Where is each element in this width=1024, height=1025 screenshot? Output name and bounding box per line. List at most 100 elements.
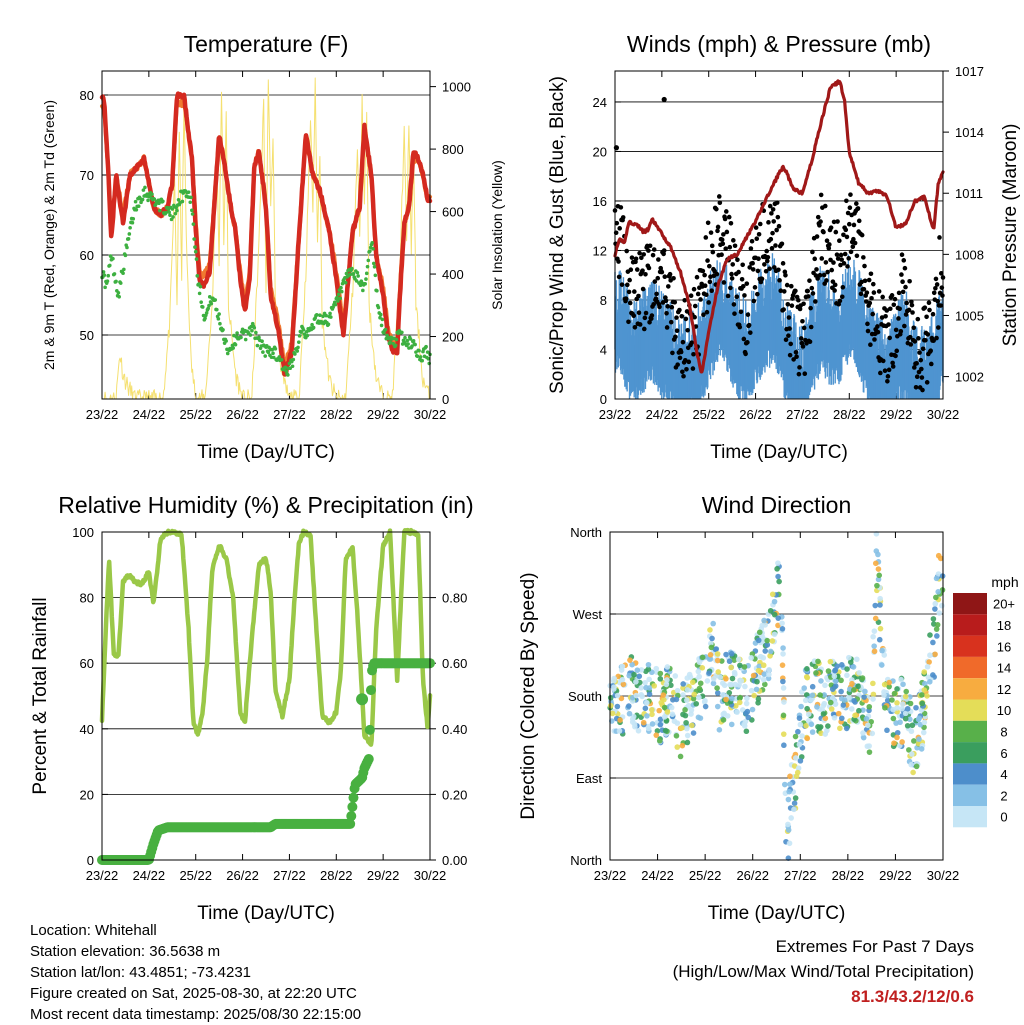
- direction-point: [863, 715, 870, 722]
- direction-point: [934, 621, 941, 628]
- pressure-series: [613, 79, 945, 374]
- direction-point: [838, 662, 845, 668]
- dewpoint-point: [123, 253, 128, 258]
- direction-point: [776, 578, 782, 585]
- dewpoint-point: [372, 265, 377, 269]
- legend-swatch: [953, 678, 987, 700]
- direction-point: [728, 650, 735, 657]
- gust-point: [846, 221, 852, 227]
- direction-point: [779, 626, 786, 632]
- direction-point: [721, 710, 728, 717]
- legend-label: 12: [997, 682, 1011, 697]
- y-tick-label: 20: [80, 787, 94, 802]
- direction-point: [876, 572, 883, 579]
- gust-point: [674, 328, 680, 333]
- direction-point: [629, 661, 635, 668]
- gust-point: [884, 308, 890, 313]
- direction-point: [673, 733, 680, 739]
- direction-point: [663, 681, 670, 688]
- direction-point: [871, 628, 878, 634]
- gust-point: [868, 271, 874, 277]
- dewpoint-point: [425, 350, 430, 354]
- dewpoint-point: [415, 354, 420, 359]
- gust-point: [826, 245, 832, 251]
- dewpoint-point: [203, 316, 207, 321]
- gust-point: [767, 203, 773, 209]
- direction-point: [710, 675, 717, 682]
- direction-point: [690, 695, 697, 702]
- gust-point: [933, 276, 939, 282]
- direction-point: [710, 680, 717, 687]
- gust-point: [824, 238, 830, 244]
- gust-point: [918, 357, 924, 363]
- gust-point: [627, 300, 633, 306]
- direction-point: [649, 707, 655, 713]
- dewpoint-point: [400, 330, 404, 335]
- direction-point: [933, 575, 940, 582]
- gust-point: [919, 375, 925, 380]
- dewpoint-point: [272, 355, 276, 360]
- gust-point: [824, 278, 829, 283]
- recent-timestamp: Most recent data timestamp: 2025/08/30 2…: [30, 1006, 362, 1023]
- direction-point: [866, 703, 873, 710]
- direction-point: [780, 651, 786, 657]
- direction-point: [715, 669, 722, 675]
- direction-point: [674, 744, 681, 750]
- direction-point: [633, 679, 639, 685]
- gust-point: [700, 268, 706, 274]
- x-tick-label: 26/22: [226, 407, 259, 422]
- direction-point: [656, 737, 663, 744]
- gust-point: [793, 288, 798, 294]
- dewpoint-point: [370, 240, 375, 245]
- dewpoint-point: [197, 282, 201, 286]
- precip-series: [97, 658, 435, 865]
- direction-point: [908, 728, 915, 735]
- direction-point: [808, 697, 814, 703]
- direction-point: [893, 720, 899, 726]
- gust-point: [640, 268, 645, 273]
- y-right-tick-label: 1000: [442, 80, 471, 95]
- gust-point: [628, 267, 634, 272]
- gust-point: [908, 342, 914, 347]
- direction-point: [859, 675, 866, 681]
- direction-point: [814, 704, 820, 710]
- y-right-tick-label: 400: [442, 267, 464, 282]
- legend-swatch: [953, 614, 987, 636]
- gust-point: [847, 205, 853, 211]
- gust-point: [800, 318, 805, 324]
- direction-point: [710, 620, 716, 627]
- direction-point: [829, 695, 836, 701]
- gust-point: [652, 279, 658, 284]
- direction-point: [775, 560, 781, 566]
- direction-point: [757, 653, 764, 660]
- direction-point: [935, 552, 942, 559]
- direction-point: [771, 611, 778, 618]
- gust-point: [789, 283, 794, 289]
- dewpoint-point: [189, 195, 193, 200]
- gust-point: [720, 241, 726, 247]
- direction-point: [607, 702, 614, 709]
- dewpoint-point: [364, 277, 368, 281]
- gust-point: [924, 314, 929, 320]
- dewpoint-point: [426, 357, 431, 361]
- y-tick-label: 50: [80, 328, 94, 343]
- direction-point: [822, 682, 828, 689]
- gust-point: [896, 290, 902, 296]
- x-tick-label: 30/22: [414, 868, 447, 883]
- gust-point: [786, 333, 791, 338]
- dewpoint-point: [130, 220, 135, 225]
- direction-point: [661, 704, 668, 711]
- dewpoint-point: [199, 300, 203, 304]
- direction-point: [838, 688, 844, 695]
- direction-point: [920, 729, 927, 736]
- y-right-tick-label: 0.60: [442, 656, 467, 671]
- dewpoint-point: [365, 264, 370, 269]
- gust-point: [689, 340, 695, 345]
- direction-point: [769, 591, 776, 598]
- dewpoint-point: [157, 208, 162, 213]
- gust-point: [706, 300, 712, 305]
- y-right-axis-label: Solar Insolation (Yellow): [489, 160, 505, 310]
- dewpoint-point: [380, 317, 385, 322]
- direction-point: [717, 674, 723, 681]
- direction-point: [646, 676, 652, 683]
